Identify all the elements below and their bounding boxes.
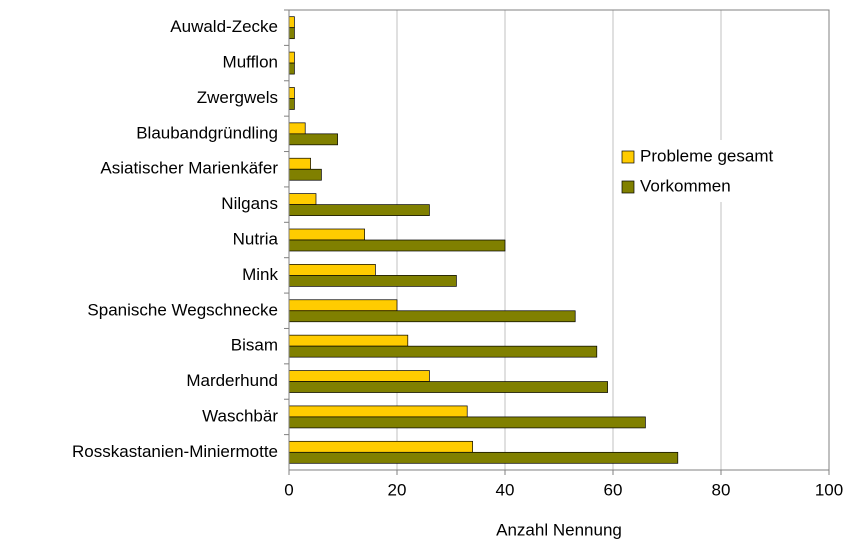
y-tick-label: Blaubandgründling — [136, 123, 278, 142]
bar — [288, 133, 338, 146]
bar — [288, 310, 576, 323]
y-tick-label: Nilgans — [221, 194, 278, 213]
y-tick-label: Marderhund — [186, 371, 278, 390]
bar — [288, 239, 506, 252]
legend-swatch — [621, 180, 635, 194]
bar — [288, 27, 295, 40]
bar — [288, 62, 295, 75]
y-tick-label: Mink — [242, 265, 278, 284]
bar — [288, 87, 295, 99]
x-tick-label: 100 — [815, 480, 843, 499]
x-axis-title: Anzahl Nennung — [496, 520, 622, 539]
bar — [288, 334, 409, 347]
bar — [288, 228, 365, 241]
bar — [288, 157, 311, 170]
legend-box — [614, 140, 814, 202]
bar — [288, 405, 468, 418]
x-tick-label: 60 — [604, 480, 623, 499]
x-tick-label: 80 — [712, 480, 731, 499]
bar — [288, 204, 430, 216]
y-tick-label: Asiatischer Marienkäfer — [100, 159, 278, 178]
y-tick-label: Auwald-Zecke — [170, 17, 278, 36]
legend-label: Probleme gesamt — [640, 146, 774, 165]
bar — [288, 451, 679, 464]
y-tick-label: Rosskastanien-Miniermotte — [72, 442, 278, 461]
bar — [288, 416, 646, 429]
bar — [288, 440, 473, 453]
y-tick-label: Zwergwels — [197, 88, 278, 107]
bar — [288, 370, 430, 382]
bar — [288, 381, 608, 393]
bar — [288, 264, 376, 276]
x-tick-label: 40 — [496, 480, 515, 499]
y-tick-label: Bisam — [231, 336, 278, 355]
bar — [288, 16, 295, 29]
bar — [288, 98, 295, 110]
legend-label: Vorkommen — [640, 176, 731, 195]
bar — [288, 193, 317, 205]
bar — [288, 299, 398, 312]
y-tick-label: Mufflon — [223, 53, 278, 72]
y-tick-label: Spanische Wegschnecke — [87, 300, 278, 319]
x-tick-label: 0 — [284, 480, 293, 499]
y-tick-label: Waschbär — [202, 406, 278, 425]
bar — [288, 275, 457, 287]
x-tick-label: 20 — [388, 480, 407, 499]
legend-swatch — [621, 150, 635, 164]
bar — [288, 168, 322, 181]
bar — [288, 345, 598, 358]
y-tick-label: Nutria — [233, 229, 279, 248]
bar — [288, 51, 295, 64]
bar — [288, 122, 306, 135]
